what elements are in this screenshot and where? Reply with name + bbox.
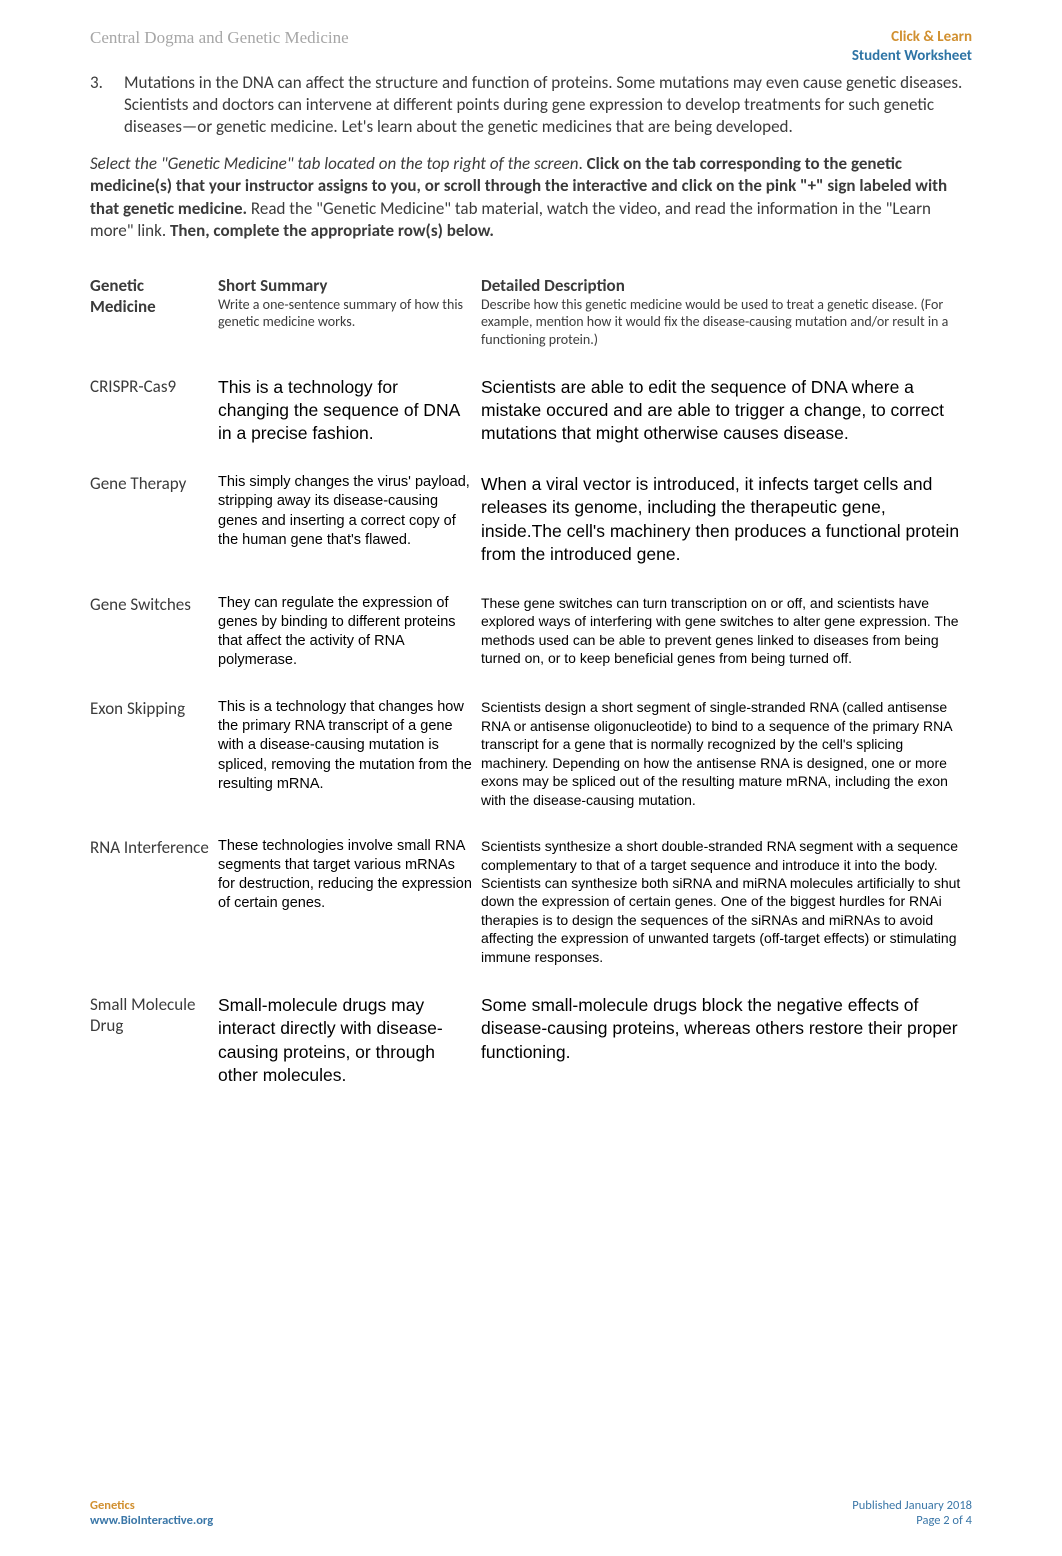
- table-row: Small Molecule Drug Small-molecule drugs…: [90, 984, 972, 1104]
- footer-left-line1: Genetics: [90, 1498, 213, 1513]
- table-row: RNA Interference These technologies invo…: [90, 827, 972, 984]
- row-label-gene-therapy: Gene Therapy: [90, 463, 218, 583]
- col-header-short-summary: Short Summary Write a one-sentence summa…: [218, 265, 481, 367]
- table-header-row: Genetic Medicine Short Summary Write a o…: [90, 265, 972, 367]
- header-title-left: Central Dogma and Genetic Medicine: [90, 28, 349, 48]
- col2-sub: Write a one-sentence summary of how this…: [218, 296, 473, 331]
- table-row: Exon Skipping This is a technology that …: [90, 688, 972, 827]
- row-summary-gene-switches: They can regulate the expression of gene…: [218, 584, 481, 689]
- row-label-exon-skipping: Exon Skipping: [90, 688, 218, 827]
- table-row: Gene Switches They can regulate the expr…: [90, 584, 972, 689]
- row-detail-exon-skipping: Scientists design a short segment of sin…: [481, 688, 972, 827]
- medicine-table: Genetic Medicine Short Summary Write a o…: [90, 265, 972, 1105]
- row-detail-small-molecule-drug: Some small-molecule drugs block the nega…: [481, 984, 972, 1104]
- row-detail-crispr: Scientists are able to edit the sequence…: [481, 366, 972, 463]
- col3-title: Detailed Description: [481, 275, 964, 296]
- row-summary-gene-therapy: This simply changes the virus' payload, …: [218, 463, 481, 583]
- page-footer: Genetics www.BioInteractive.org Publishe…: [90, 1498, 972, 1528]
- question-3: 3. Mutations in the DNA can affect the s…: [90, 72, 972, 139]
- row-detail-rna-interference: Scientists synthesize a short double-str…: [481, 827, 972, 984]
- header-right-line1: Click & Learn: [852, 28, 972, 47]
- question-number: 3.: [90, 72, 110, 139]
- row-detail-gene-switches: These gene switches can turn transcripti…: [481, 584, 972, 689]
- col-header-genetic-medicine: Genetic Medicine: [90, 265, 218, 367]
- instructions-paragraph: Select the "Genetic Medicine" tab locate…: [90, 153, 972, 243]
- question-text: Mutations in the DNA can affect the stru…: [124, 72, 972, 139]
- row-label-rna-interference: RNA Interference: [90, 827, 218, 984]
- header-right-line2: Student Worksheet: [852, 47, 972, 66]
- footer-right-line2: Page 2 of 4: [852, 1513, 972, 1528]
- table-body: CRISPR-Cas9 This is a technology for cha…: [90, 366, 972, 1105]
- table-row: Gene Therapy This simply changes the vir…: [90, 463, 972, 583]
- row-label-small-molecule-drug: Small Molecule Drug: [90, 984, 218, 1104]
- row-label-crispr: CRISPR-Cas9: [90, 366, 218, 463]
- page: Central Dogma and Genetic Medicine Click…: [0, 0, 1062, 1556]
- col-header-detailed-description: Detailed Description Describe how this g…: [481, 265, 972, 367]
- footer-left-line2: www.BioInteractive.org: [90, 1513, 213, 1528]
- footer-right-line1: Published January 2018: [852, 1498, 972, 1513]
- row-summary-rna-interference: These technologies involve small RNA seg…: [218, 827, 481, 984]
- footer-right: Published January 2018 Page 2 of 4: [852, 1498, 972, 1528]
- col1-title: Genetic Medicine: [90, 275, 210, 317]
- header-title-right: Click & Learn Student Worksheet: [852, 28, 972, 66]
- col2-title: Short Summary: [218, 275, 473, 296]
- row-summary-small-molecule-drug: Small-molecule drugs may interact direct…: [218, 984, 481, 1104]
- row-summary-crispr: This is a technology for changing the se…: [218, 366, 481, 463]
- row-summary-exon-skipping: This is a technology that changes how th…: [218, 688, 481, 827]
- row-label-gene-switches: Gene Switches: [90, 584, 218, 689]
- page-header: Central Dogma and Genetic Medicine Click…: [90, 28, 972, 66]
- col3-sub: Describe how this genetic medicine would…: [481, 296, 964, 349]
- footer-left: Genetics www.BioInteractive.org: [90, 1498, 213, 1528]
- row-detail-gene-therapy: When a viral vector is introduced, it in…: [481, 463, 972, 583]
- instructions-italic: Select the "Genetic Medicine" tab locate…: [90, 153, 578, 174]
- instructions-bold-2: Then, complete the appropriate row(s) be…: [170, 220, 494, 241]
- table-row: CRISPR-Cas9 This is a technology for cha…: [90, 366, 972, 463]
